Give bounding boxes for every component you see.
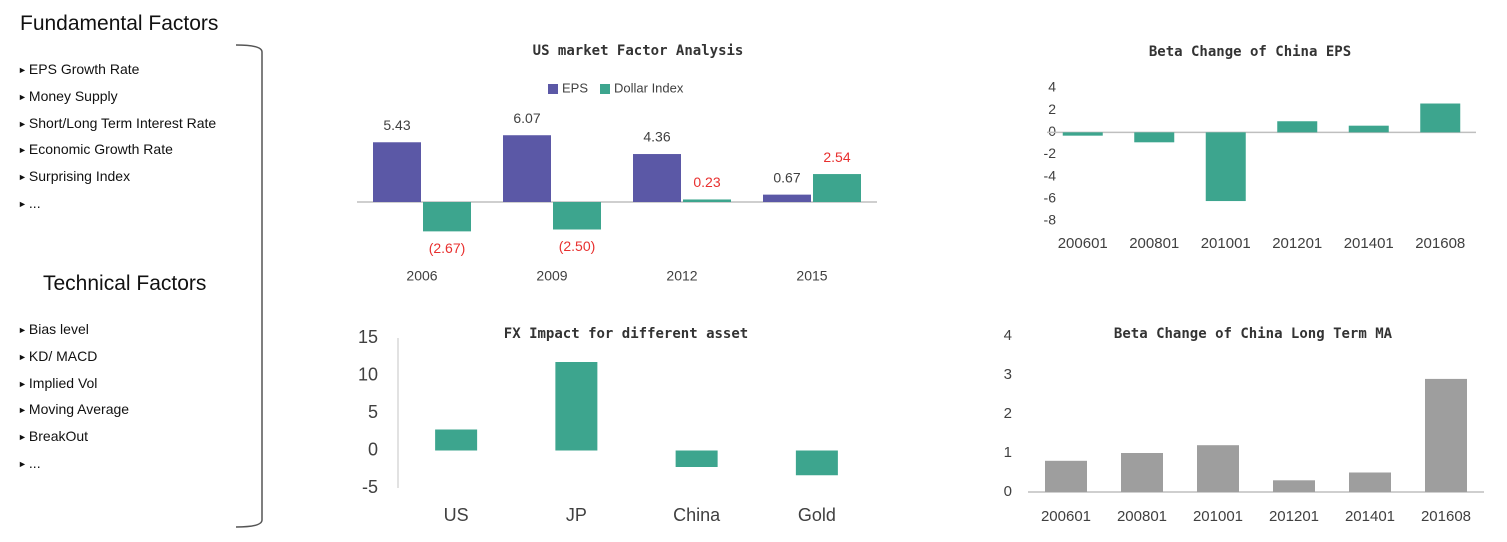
- x-tick-label: 2006: [406, 268, 437, 284]
- x-tick-label: 200601: [1058, 235, 1108, 252]
- data-label: 0.67: [773, 169, 800, 185]
- chart-title: Beta Change of China Long Term MA: [1114, 326, 1393, 342]
- bar: [373, 142, 421, 202]
- x-tick-label: 201001: [1193, 508, 1243, 525]
- y-tick-label: 2: [1004, 405, 1012, 422]
- y-tick-label: 2: [1048, 101, 1056, 117]
- bar: [1045, 460, 1087, 492]
- bar: [1277, 121, 1318, 133]
- legend-swatch: [548, 84, 558, 94]
- factor-item: Bias level: [18, 316, 129, 343]
- x-tick-label: 201001: [1201, 235, 1251, 252]
- legend-swatch: [600, 84, 610, 94]
- factor-item: Implied Vol: [18, 370, 129, 397]
- y-tick-label: -4: [1044, 167, 1057, 183]
- bar: [423, 202, 471, 232]
- y-tick-label: 0: [368, 439, 378, 459]
- x-tick-label: 201201: [1272, 235, 1322, 252]
- bracket: [235, 44, 263, 528]
- factor-list: Bias levelKD/ MACDImplied VolMoving Aver…: [18, 316, 129, 477]
- y-tick-label: 4: [1048, 79, 1056, 95]
- bar: [1425, 378, 1467, 492]
- x-tick-label: China: [673, 505, 721, 525]
- section-title: Technical Factors: [43, 272, 207, 295]
- bar: [683, 199, 731, 202]
- bar: [675, 450, 718, 467]
- chart-title: FX Impact for different asset: [504, 326, 748, 342]
- factor-item: ...: [18, 450, 129, 477]
- bar: [1349, 472, 1391, 492]
- bar: [763, 194, 811, 202]
- bar: [503, 135, 551, 202]
- x-tick-label: 200801: [1117, 508, 1167, 525]
- y-tick-label: 10: [358, 364, 378, 384]
- bar: [1121, 453, 1163, 492]
- x-tick-label: 2009: [536, 268, 567, 284]
- factor-item: Economic Growth Rate: [18, 136, 216, 163]
- bar: [1420, 103, 1461, 133]
- x-tick-label: 2015: [796, 268, 827, 284]
- y-tick-label: 4: [1004, 327, 1012, 344]
- legend-label: EPS: [562, 80, 588, 95]
- x-tick-label: Gold: [798, 505, 836, 525]
- data-label: 5.43: [383, 117, 410, 133]
- x-tick-label: 201401: [1345, 508, 1395, 525]
- y-tick-label: 3: [1004, 366, 1012, 383]
- bar: [435, 429, 478, 451]
- bar: [1205, 132, 1246, 202]
- y-tick-label: 0: [1004, 483, 1012, 500]
- factor-item: Money Supply: [18, 83, 216, 110]
- bar: [813, 174, 861, 202]
- factor-item: BreakOut: [18, 423, 129, 450]
- x-tick-label: 200801: [1129, 235, 1179, 252]
- bar: [795, 450, 838, 476]
- factor-item: KD/ MACD: [18, 343, 129, 370]
- bar: [555, 362, 598, 451]
- y-tick-label: -2: [1044, 145, 1057, 161]
- x-tick-label: 2012: [666, 268, 697, 284]
- x-tick-label: 201608: [1415, 235, 1465, 252]
- y-tick-label: 15: [358, 327, 378, 347]
- factor-item: Moving Average: [18, 396, 129, 423]
- data-label: 4.36: [643, 129, 670, 145]
- bar: [633, 154, 681, 202]
- bar: [1348, 125, 1389, 133]
- y-tick-label: 1: [1004, 444, 1012, 461]
- y-tick-label: 0: [1048, 123, 1056, 139]
- y-tick-label: -5: [362, 477, 378, 497]
- factor-item: EPS Growth Rate: [18, 56, 216, 83]
- section-title: Fundamental Factors: [20, 12, 219, 35]
- y-tick-label: 5: [368, 402, 378, 422]
- x-tick-label: 200601: [1041, 508, 1091, 525]
- bar: [1134, 132, 1175, 143]
- legend-label: Dollar Index: [614, 80, 684, 95]
- factor-item: ...: [18, 190, 216, 217]
- chart-title: Beta Change of China EPS: [1149, 44, 1351, 60]
- factor-item: Surprising Index: [18, 163, 216, 190]
- bar: [1273, 480, 1315, 492]
- bar: [553, 202, 601, 230]
- chart-title: US market Factor Analysis: [533, 43, 744, 59]
- x-tick-label: JP: [566, 505, 587, 525]
- data-label: 2.54: [823, 149, 850, 165]
- x-tick-label: 201608: [1421, 508, 1471, 525]
- x-tick-label: 201401: [1344, 235, 1394, 252]
- bar: [1062, 132, 1103, 136]
- y-tick-label: -8: [1044, 212, 1057, 228]
- data-label: (2.67): [429, 240, 466, 256]
- x-tick-label: US: [444, 505, 469, 525]
- data-label: (2.50): [559, 238, 596, 254]
- data-label: 0.23: [693, 174, 720, 190]
- bar: [1197, 445, 1239, 492]
- factor-list: EPS Growth RateMoney SupplyShort/Long Te…: [18, 56, 216, 217]
- y-tick-label: -6: [1044, 190, 1057, 206]
- data-label: 6.07: [513, 110, 540, 126]
- factor-item: Short/Long Term Interest Rate: [18, 110, 216, 137]
- x-tick-label: 201201: [1269, 508, 1319, 525]
